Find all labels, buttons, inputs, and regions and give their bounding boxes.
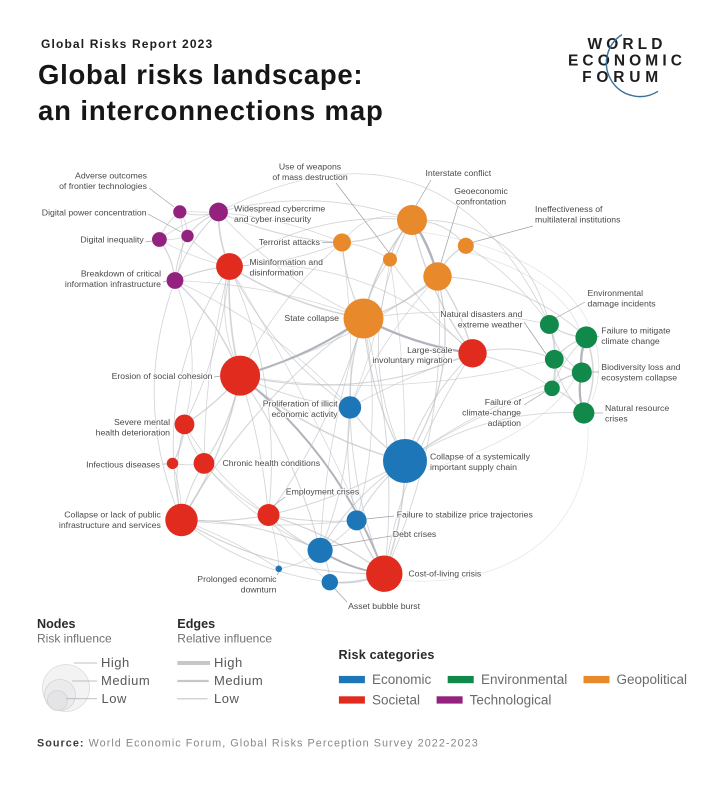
svg-text:Economic: Economic [372,672,432,687]
svg-text:Risk influence: Risk influence [37,632,112,646]
svg-text:Global Risks Report 2023: Global Risks Report 2023 [41,37,213,51]
svg-text:information infrastructure: information infrastructure [65,279,161,289]
svg-text:Geoeconomic: Geoeconomic [454,186,508,196]
svg-text:Widespread cybercrime: Widespread cybercrime [234,204,325,214]
svg-text:Global risks landscape:: Global risks landscape: [38,59,363,90]
svg-text:Medium: Medium [214,673,263,688]
svg-text:Failure to mitigate: Failure to mitigate [601,326,670,336]
svg-text:Adverse outcomes: Adverse outcomes [75,171,148,181]
svg-text:Risk categories: Risk categories [339,648,435,662]
svg-text:Interstate conflict: Interstate conflict [426,168,492,178]
svg-text:Environmental: Environmental [588,288,644,298]
svg-text:Environmental: Environmental [481,672,567,687]
svg-text:involuntary migration: involuntary migration [372,355,452,365]
svg-text:an interconnections map: an interconnections map [38,95,384,126]
svg-text:State collapse: State collapse [284,313,339,323]
svg-text:Relative influence: Relative influence [177,632,272,646]
svg-text:Medium: Medium [101,673,150,688]
svg-text:Cost-of-living crisis: Cost-of-living crisis [408,569,482,579]
svg-text:confrontation: confrontation [456,196,506,206]
svg-text:Failure of: Failure of [485,397,522,407]
svg-text:WORLD: WORLD [587,36,666,53]
svg-text:Employment crises: Employment crises [286,486,360,496]
svg-text:Misinformation and: Misinformation and [250,257,324,267]
svg-text:important supply chain: important supply chain [430,462,517,472]
svg-text:Erosion of social cohesion: Erosion of social cohesion [112,371,213,381]
svg-text:Nodes: Nodes [37,617,76,631]
svg-text:ecosystem collapse: ecosystem collapse [601,372,677,382]
svg-text:Digital inequality: Digital inequality [80,235,144,245]
svg-text:downturn: downturn [241,584,277,594]
svg-text:High: High [214,655,243,670]
svg-text:Debt crises: Debt crises [393,529,437,539]
svg-text:economic activity: economic activity [271,409,338,419]
svg-text:multilateral institutions: multilateral institutions [535,214,621,224]
svg-text:Severe mental: Severe mental [114,417,170,427]
svg-text:Edges: Edges [177,617,215,631]
svg-text:Low: Low [214,691,239,706]
svg-text:Large-scale: Large-scale [407,345,453,355]
svg-text:Digital power concentration: Digital power concentration [42,208,147,218]
svg-text:Societal: Societal [372,692,420,707]
svg-text:of mass destruction: of mass destruction [272,172,347,182]
svg-text:Natural resource: Natural resource [605,403,669,413]
svg-text:Collapse or lack of public: Collapse or lack of public [64,510,161,520]
svg-text:Proliferation of illicit: Proliferation of illicit [263,399,338,409]
svg-text:extreme weather: extreme weather [458,319,523,329]
svg-text:infrastructure and services: infrastructure and services [59,520,162,530]
svg-text:Source: World Economic Forum,: Source: World Economic Forum, Global Ris… [37,738,479,750]
svg-text:Low: Low [102,691,127,706]
svg-text:disinformation: disinformation [250,267,304,277]
svg-text:health deterioration: health deterioration [96,428,171,438]
svg-text:of frontier technologies: of frontier technologies [59,181,148,191]
svg-text:crises: crises [605,414,628,424]
svg-text:Collapse of a systemically: Collapse of a systemically [430,451,531,461]
svg-text:High: High [101,655,130,670]
svg-text:Technological: Technological [470,692,552,707]
svg-text:FORUM: FORUM [582,69,663,86]
svg-text:Geopolitical: Geopolitical [617,672,688,687]
svg-text:Breakdown of critical: Breakdown of critical [81,269,161,279]
svg-text:Ineffectiveness of: Ineffectiveness of [535,204,603,214]
svg-text:Asset bubble burst: Asset bubble burst [348,601,421,611]
svg-text:ECONOMIC: ECONOMIC [568,53,686,70]
svg-text:adaption: adaption [488,418,522,428]
svg-text:Use of weapons: Use of weapons [279,162,342,172]
svg-text:Infectious diseases: Infectious diseases [86,459,161,469]
svg-text:Prolonged economic: Prolonged economic [197,574,277,584]
svg-text:and cyber insecurity: and cyber insecurity [234,214,312,224]
svg-text:Failure to stabilize price tra: Failure to stabilize price trajectories [397,510,534,520]
svg-text:climate change: climate change [601,336,660,346]
svg-text:damage incidents: damage incidents [588,299,657,309]
svg-text:Chronic health conditions: Chronic health conditions [223,458,321,468]
svg-text:Natural disasters and: Natural disasters and [440,309,522,319]
svg-text:Terrorist attacks: Terrorist attacks [259,237,321,247]
svg-text:Biodiversity loss and: Biodiversity loss and [601,362,680,372]
svg-text:climate-change: climate-change [462,407,521,417]
